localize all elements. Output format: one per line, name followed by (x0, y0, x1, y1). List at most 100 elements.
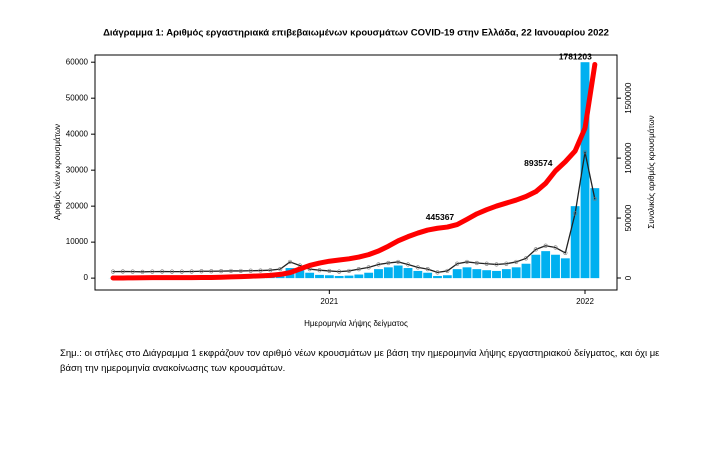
y2-axis-label: Συνολικός αριθμός κρουσμάτων (647, 115, 656, 228)
line-marker (228, 268, 234, 274)
bar (364, 272, 374, 279)
line-marker (455, 261, 460, 266)
bar (472, 269, 482, 279)
line-marker (179, 269, 184, 274)
y-tick-label: 60000 (66, 57, 89, 66)
line-marker (130, 269, 135, 274)
line-marker (278, 267, 283, 272)
line-marker (484, 261, 489, 266)
line-marker (110, 269, 116, 274)
data-label: 445367 (426, 212, 455, 222)
line-marker (337, 269, 342, 274)
line-marker (464, 259, 470, 265)
bar (403, 268, 413, 279)
y2-tick-label: 500000 (624, 204, 633, 231)
line-marker (209, 269, 214, 274)
line (110, 61, 598, 281)
bar (393, 265, 403, 279)
line-marker (219, 269, 224, 274)
line-marker (553, 245, 558, 250)
chart: Διάγραμμα 1: Αριθμός εργαστηριακά επιβεβ… (53, 28, 656, 329)
line-marker (356, 267, 361, 272)
bar (413, 270, 423, 279)
line-marker (435, 270, 440, 275)
bar (324, 275, 334, 279)
bar (511, 267, 521, 279)
line (112, 151, 596, 274)
line-marker (445, 268, 450, 274)
bar (423, 272, 433, 279)
bar (551, 254, 560, 279)
bar (560, 258, 570, 279)
bar (452, 269, 462, 279)
bar (295, 270, 305, 279)
x-tick-label: 2022 (576, 297, 594, 306)
y-tick-label: 20000 (66, 201, 89, 210)
line-marker (317, 268, 322, 273)
line-marker (346, 268, 352, 274)
bar (344, 275, 354, 279)
y-tick-label: 40000 (66, 129, 89, 138)
bar (580, 62, 590, 279)
line-marker (592, 196, 597, 202)
line-marker (248, 268, 253, 273)
line-marker (169, 269, 175, 274)
line-marker (533, 247, 538, 252)
line-marker (514, 259, 519, 265)
bar (462, 267, 472, 279)
line-marker (140, 269, 145, 274)
line-marker (474, 260, 479, 266)
bar (374, 269, 383, 279)
bar (482, 270, 492, 279)
bar (305, 272, 315, 279)
x-axis-label: Ημερομηνία λήψης δείγματος (304, 319, 408, 328)
data-label: 1781203 (559, 52, 592, 62)
line-marker (238, 268, 243, 274)
y2-tick-label: 1000000 (624, 142, 633, 174)
bar (521, 263, 531, 279)
bar (334, 275, 344, 279)
line-marker (415, 265, 420, 270)
y-tick-label: 50000 (66, 93, 89, 102)
bar (570, 206, 580, 279)
line-marker (376, 262, 381, 267)
line-marker (258, 268, 263, 273)
line-marker (405, 262, 411, 267)
line-marker (268, 268, 273, 273)
plot-frame (94, 54, 618, 291)
y2-tick-label: 0 (624, 275, 633, 280)
line-marker (543, 243, 548, 248)
bar (531, 254, 541, 279)
y-axis-label: Αριθμός νέων κρουσμάτων (53, 124, 62, 220)
note: Σημ.: οι στήλες στο Διάγραμμα 1 εκφράζου… (60, 348, 660, 374)
line-marker (563, 250, 568, 256)
data-label: 893574 (524, 158, 553, 168)
bar (433, 275, 442, 279)
line-marker (160, 269, 165, 274)
x-tick-label: 2021 (320, 297, 338, 306)
line-marker (327, 268, 332, 274)
y-tick-label: 10000 (66, 237, 89, 246)
bar (492, 270, 501, 279)
line-marker (396, 259, 401, 265)
bar (442, 275, 452, 279)
bar (501, 269, 511, 279)
line-marker (582, 150, 588, 155)
line-marker (494, 262, 499, 267)
bar (315, 274, 324, 279)
line-marker (386, 260, 391, 266)
line-marker (425, 267, 430, 272)
line-marker (523, 256, 529, 261)
bar (354, 274, 364, 279)
line-marker (573, 211, 578, 216)
line-marker (366, 265, 371, 270)
y-tick-label: 30000 (66, 165, 89, 174)
line-marker (150, 269, 155, 274)
bar (383, 267, 393, 279)
line-marker (120, 269, 125, 274)
line-marker (189, 269, 194, 274)
chart-title: Διάγραμμα 1: Αριθμός εργαστηριακά επιβεβ… (103, 28, 609, 39)
bar (590, 188, 600, 279)
bar (541, 251, 551, 279)
